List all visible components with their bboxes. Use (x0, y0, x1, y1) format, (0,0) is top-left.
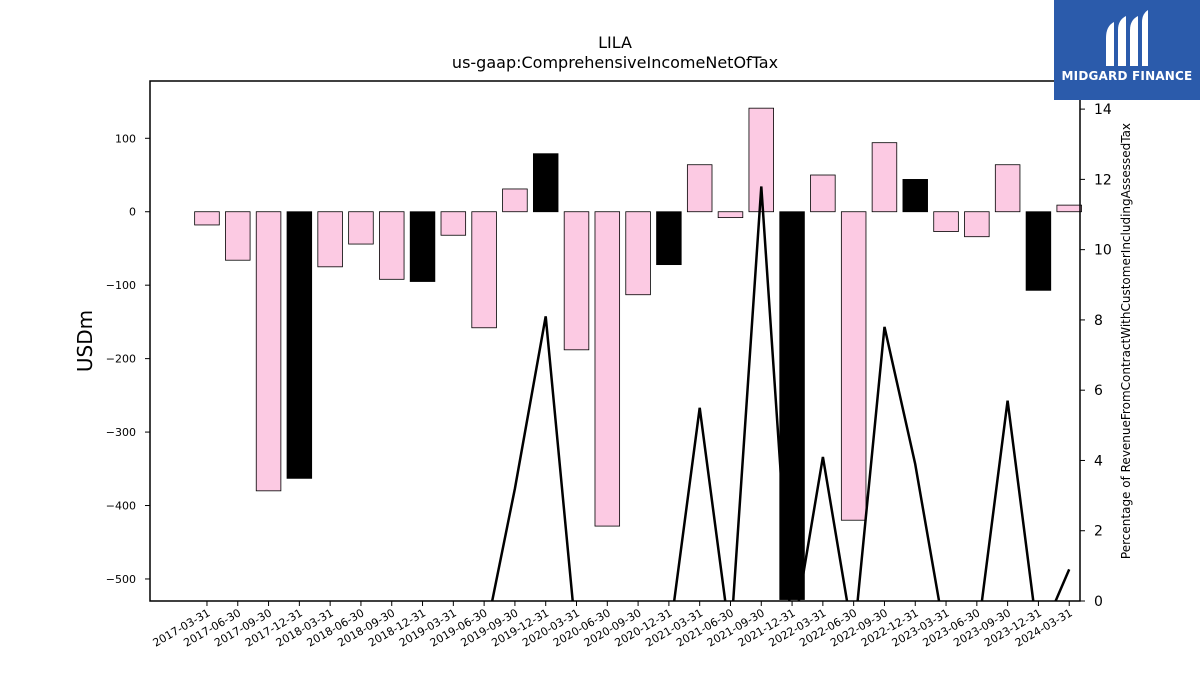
bar-2023-06-30 (964, 211, 990, 238)
bar-2017-06-30 (225, 211, 251, 261)
bar-2021-06-30 (717, 211, 744, 219)
right-axis-ticks: 0 2 4 6 8 10 12 14 (1080, 102, 1112, 610)
bar-2020-09-30 (625, 211, 651, 296)
y2-tick-label: 8 (1094, 313, 1103, 329)
bar-2024-03-31 (1056, 204, 1082, 213)
bar-2020-03-31 (563, 211, 590, 351)
y-tick-label: −400 (106, 500, 136, 513)
plot-frame (149, 80, 1081, 602)
line-path (490, 186, 1071, 601)
bar-2023-12-31 (1025, 211, 1052, 291)
bar-2023-09-30 (994, 164, 1021, 213)
bar-2023-03-31 (933, 211, 959, 232)
bar-2019-09-30 (502, 188, 528, 213)
y2-tick-label: 10 (1094, 243, 1112, 259)
line-series (490, 186, 1071, 601)
bar-2020-12-31 (656, 211, 682, 266)
left-axis-ticks: −500 −400 −300 −200 −100 0 100 (106, 132, 150, 586)
y2-tick-label: 4 (1094, 453, 1103, 469)
bar-2022-12-31 (902, 179, 928, 213)
bar-2020-06-30 (594, 211, 621, 527)
y-tick-label: −100 (106, 279, 136, 292)
bar-2017-09-30 (255, 211, 282, 492)
chart-title: LILA (598, 33, 632, 52)
y2-tick-label: 12 (1094, 172, 1112, 188)
y2-tick-label: 6 (1094, 383, 1103, 399)
y2-tick-label: 0 (1094, 594, 1103, 610)
y-tick-label: 0 (129, 206, 136, 219)
bar-2018-09-30 (379, 211, 405, 280)
y2-tick-label: 2 (1094, 524, 1103, 540)
bar-2019-06-30 (471, 211, 497, 329)
bar-2017-03-31 (194, 211, 220, 226)
bar-2022-09-30 (871, 142, 898, 213)
y2-tick-label: 14 (1094, 102, 1112, 118)
bar-2019-03-31 (440, 211, 467, 236)
bar-2022-03-31 (810, 174, 836, 213)
logo-text: MIDGARD FINANCE (1061, 69, 1193, 83)
bar-2018-12-31 (409, 211, 436, 282)
chart-subtitle: us-gaap:ComprehensiveIncomeNetOfTax (452, 53, 778, 72)
bar-2021-12-31 (779, 211, 805, 600)
y2-axis-label: Percentage of RevenueFromContractWithCus… (1119, 123, 1133, 559)
bar-2021-03-31 (686, 164, 713, 213)
bar-2018-06-30 (348, 211, 374, 245)
bar-series (194, 107, 1082, 600)
y-tick-label: −500 (106, 573, 136, 586)
bar-2017-12-31 (286, 211, 313, 479)
bar-2018-03-31 (317, 211, 343, 268)
x-axis-ticks: 2017-03-312017-06-302017-09-302017-12-31… (151, 601, 1075, 650)
logo-mark-icon (1106, 10, 1148, 66)
bar-2019-12-31 (532, 153, 559, 213)
y-tick-label: 100 (115, 132, 136, 145)
y-tick-label: −200 (106, 353, 136, 366)
y-axis-label: USDm (73, 310, 97, 372)
bar-2022-06-30 (840, 211, 867, 521)
y-tick-label: −300 (106, 426, 136, 439)
brand-logo: MIDGARD FINANCE (1054, 0, 1200, 100)
